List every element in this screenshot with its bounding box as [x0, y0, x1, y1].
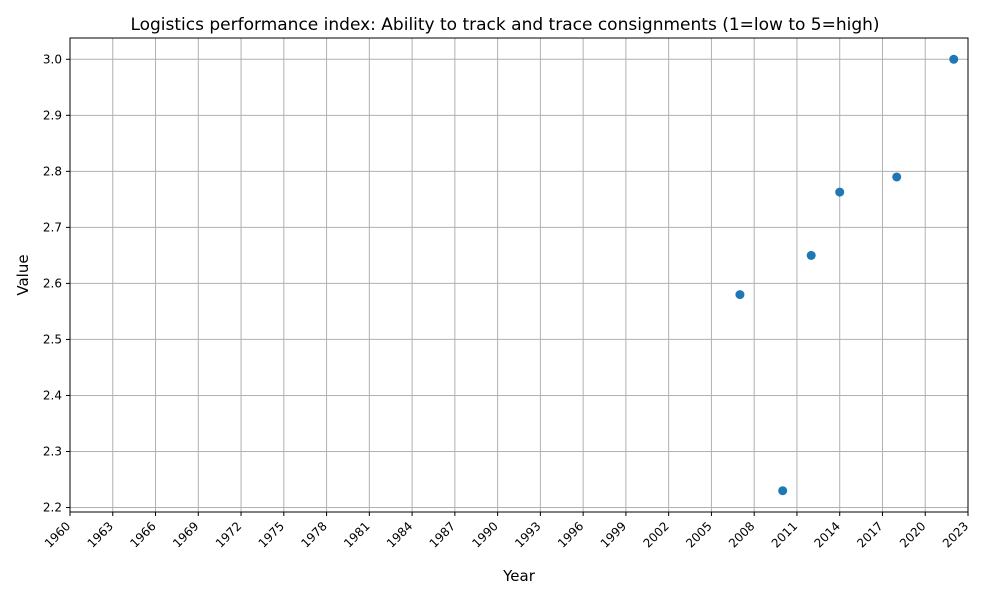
x-tick-label: 1972 [213, 519, 244, 550]
x-tick-label: 1987 [427, 519, 458, 550]
x-tick-label: 1978 [298, 519, 329, 550]
x-tick-label: 1999 [598, 519, 629, 550]
y-tick-label: 2.2 [43, 501, 62, 515]
data-point [778, 486, 788, 496]
x-tick-label: 1993 [512, 519, 543, 550]
x-axis: 1960 1963 1966 1969 1972 1975 1978 1981 1984 1987… [42, 512, 971, 551]
y-tick-label: 2.8 [43, 164, 62, 178]
x-axis-label: Year [502, 567, 536, 585]
y-tick-label: 2.9 [43, 108, 62, 122]
x-tick-label: 2023 [940, 519, 971, 550]
x-tick-label: 2017 [854, 519, 885, 550]
x-tick-label: 2020 [897, 519, 928, 550]
chart-title: Logistics performance index: Ability to … [130, 15, 879, 35]
y-tick-label: 2.6 [43, 276, 62, 290]
plot-frame [69, 37, 969, 513]
data-point [735, 290, 745, 300]
x-tick-label: 1975 [256, 519, 287, 550]
data-point [949, 54, 959, 64]
y-tick-label: 2.7 [43, 220, 62, 234]
data-point [835, 187, 845, 197]
y-tick-label: 2.5 [43, 332, 62, 346]
grid [69, 38, 969, 512]
y-tick-label: 2.4 [43, 388, 62, 402]
x-tick-label: 1990 [469, 519, 500, 550]
x-tick-label: 2002 [640, 519, 671, 550]
x-tick-label: 1966 [127, 519, 158, 550]
x-tick-label: 1960 [42, 519, 73, 550]
x-tick-label: 1969 [170, 519, 201, 550]
x-tick-label: 1963 [85, 519, 116, 550]
x-tick-label: 2011 [769, 519, 800, 550]
x-tick-label: 2014 [812, 519, 843, 550]
x-tick-label: 1981 [341, 519, 372, 550]
x-tick-label: 1996 [555, 519, 586, 550]
data-point [892, 172, 902, 182]
y-axis-label: Value [14, 254, 32, 295]
x-tick-label: 2005 [683, 519, 714, 550]
data-point [806, 250, 816, 260]
y-tick-label: 2.3 [43, 444, 62, 458]
y-axis: 2.2 2.3 2.4 2.5 2.6 2.7 2.8 2.9 3.0 [43, 52, 70, 515]
x-tick-label: 1984 [384, 519, 415, 550]
x-tick-label: 2008 [726, 519, 757, 550]
y-tick-label: 3.0 [43, 52, 62, 66]
data-series [735, 54, 959, 496]
